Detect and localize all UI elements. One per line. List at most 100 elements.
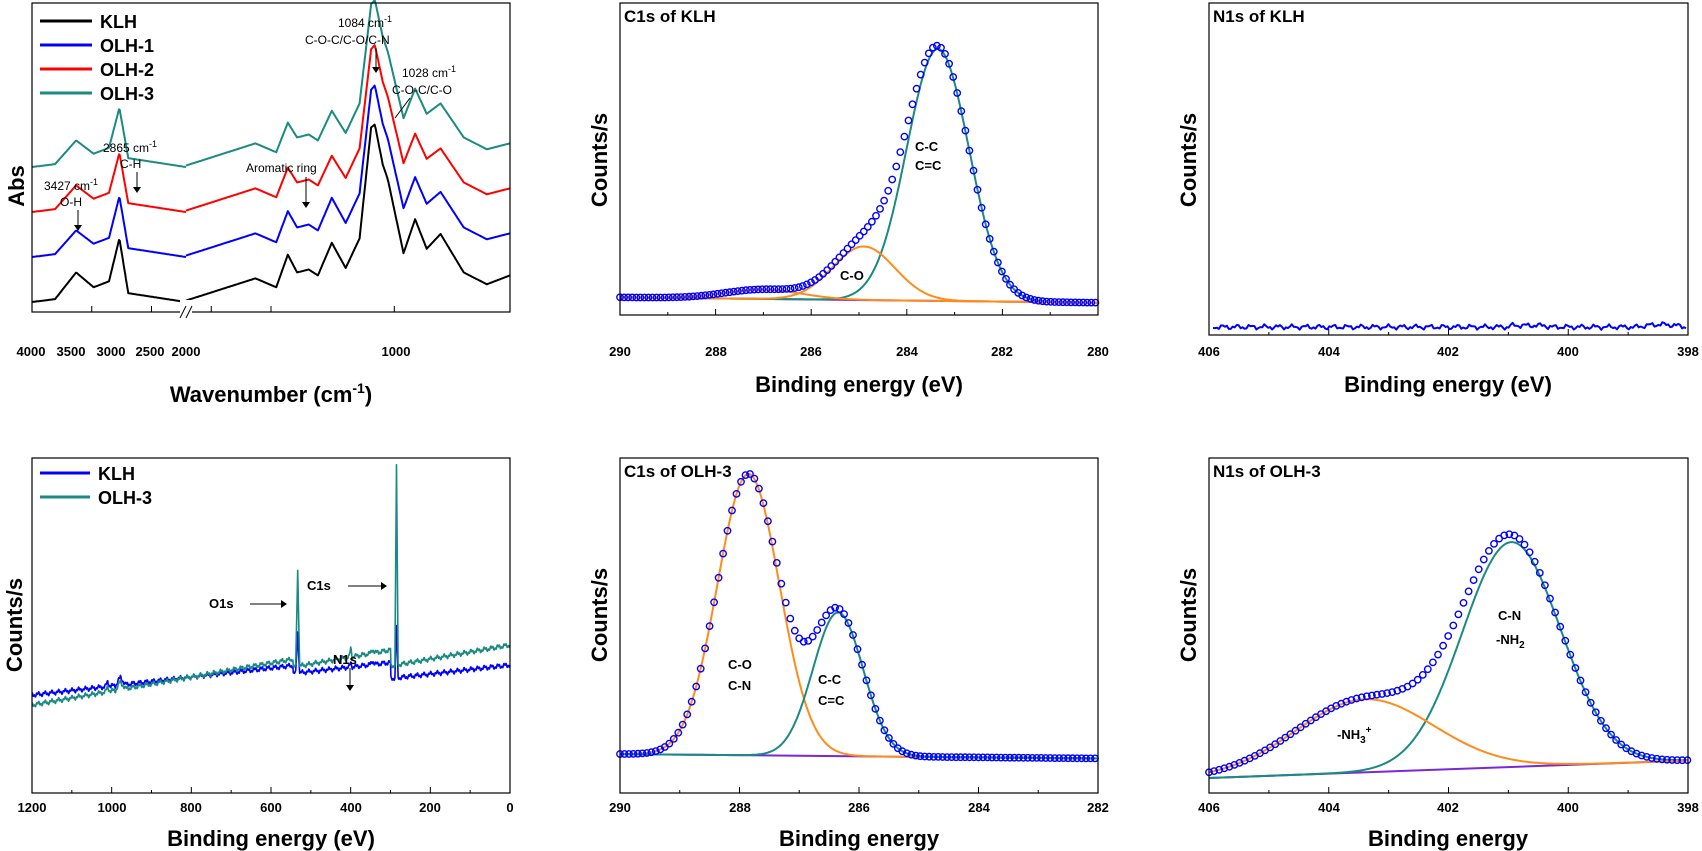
- xps-data-point: [643, 749, 651, 757]
- xps-data-point: [772, 559, 781, 567]
- xps-data-point: [953, 89, 962, 97]
- xps-data-point: [1055, 754, 1064, 762]
- xps-data-point: [636, 293, 645, 302]
- xps-data-point: [822, 611, 830, 620]
- xps-data-point: [920, 752, 929, 761]
- xps-data-point: [835, 605, 844, 613]
- xps-data-point: [941, 50, 949, 58]
- c1s-olh3-title: C1s of OLH-3: [624, 462, 732, 481]
- ftir-legend-label-klh: KLH: [100, 12, 137, 32]
- xps-data-point: [1617, 740, 1626, 749]
- xps-data-point: [768, 537, 777, 546]
- xps-data-point: [1067, 298, 1075, 307]
- xps-data-point: [924, 49, 933, 58]
- n1s-klh-frame: [1208, 2, 1689, 336]
- xps-data-point: [803, 280, 811, 289]
- xps-data-point: [1607, 730, 1616, 739]
- c1s-klh-x-tick-290: 290: [609, 344, 631, 359]
- survey-frame: [31, 457, 511, 794]
- xps-data-point: [1022, 293, 1031, 302]
- xps-data-point: [693, 292, 702, 300]
- xps-data-point: [750, 285, 758, 294]
- xps-data-point: [896, 148, 905, 157]
- xps-data-point: [1642, 753, 1651, 761]
- xps-data-point: [687, 697, 696, 706]
- xps-data-point: [778, 285, 787, 293]
- xps-data-point: [1500, 531, 1509, 540]
- c1s-klh-y-label: Counts/s: [587, 113, 612, 207]
- xps-data-point: [766, 285, 775, 294]
- xps-data-point: [1454, 610, 1463, 619]
- xps-data-point: [1002, 274, 1010, 283]
- xps-data-point: [1006, 280, 1014, 289]
- ftir-x-tick-4000: 4000: [17, 344, 46, 359]
- survey-legend-label-olh3: OLH-3: [98, 488, 152, 508]
- ftir-x-ticks: [31, 306, 395, 312]
- ftir-legend-label-olh1: OLH-1: [100, 36, 154, 56]
- c1s-olh3-peak-label-cc: C-C: [818, 672, 842, 687]
- xps-data-point: [1602, 724, 1610, 733]
- xps-data-point: [916, 70, 925, 79]
- xps-data-point: [1032, 754, 1041, 762]
- n1s-klh-title: N1s of KLH: [1213, 7, 1305, 26]
- xps-data-point: [1368, 691, 1376, 700]
- xps-data-point: [839, 249, 848, 257]
- xps-component-c1s-olh3-0: [620, 473, 1098, 760]
- c1s-klh-peak-label-cc: C-C: [915, 139, 939, 154]
- xps-data-point: [697, 291, 706, 300]
- xps-data-point: [1362, 692, 1371, 701]
- xps-data-point: [855, 231, 864, 240]
- xps-data-point: [1083, 298, 1092, 307]
- xps-data-point: [945, 59, 953, 68]
- xps-data-point: [732, 489, 741, 498]
- xps-data-point: [798, 282, 807, 290]
- xps-data-point: [952, 753, 960, 762]
- xps-data-point: [1418, 671, 1427, 679]
- c1s-klh-x-tick-280: 280: [1087, 344, 1109, 359]
- c1s-klh-x-tick-282: 282: [991, 344, 1013, 359]
- ftir-annotation-1084-sub: C-O-C/C-O/C-N: [305, 33, 390, 47]
- c1s-klh-x-label: Binding energy (eV): [755, 372, 963, 397]
- ftir-annotation-2865-sub: C-H: [120, 157, 141, 171]
- xps-data-point: [1444, 632, 1453, 640]
- ftir-axis-break-mask: [180, 300, 192, 324]
- xps-data-point: [1571, 664, 1580, 672]
- xps-data-point: [1525, 548, 1534, 557]
- xps-data-point: [831, 257, 840, 266]
- xps-data-point: [651, 747, 660, 755]
- xps-data-point: [770, 285, 779, 294]
- xps-data-point: [933, 41, 941, 50]
- xps-data-point: [1046, 754, 1055, 762]
- c1s-olh3-plot-area: [616, 470, 1099, 763]
- xps-data-point: [1469, 576, 1478, 584]
- survey-x-label: Binding energy (eV): [167, 826, 375, 851]
- xps-data-point: [1663, 755, 1671, 764]
- ftir-x-tick-1000: 1000: [382, 344, 411, 359]
- panel-n1s-olh3: N1s of OLH-3 406 404 402 400 398 Binding…: [1176, 457, 1699, 851]
- ftir-annotation-aromatic: Aromatic ring: [246, 161, 317, 175]
- c1s-olh3-x-ticks: [619, 787, 1099, 793]
- xps-data-point: [1459, 599, 1468, 607]
- xps-data-point: [719, 549, 727, 558]
- xps-data-point: [961, 753, 969, 762]
- xps-data-point: [827, 262, 836, 270]
- xps-data-point: [624, 293, 632, 302]
- xps-data-point: [746, 285, 754, 294]
- c1s-olh3-peak-label-co: C-O: [728, 657, 752, 672]
- xps-data-point: [647, 748, 656, 757]
- n1s-olh3-x-ticks: [1208, 787, 1689, 793]
- c1s-olh3-x-tick-286: 286: [848, 800, 870, 815]
- xps-data-point: [859, 227, 868, 236]
- c1s-klh-peak-label-ceqc: C=C: [915, 158, 942, 173]
- ftir-legend-label-olh2: OLH-2: [100, 60, 154, 80]
- ftir-arrow-1028: [394, 97, 411, 119]
- xps-data-point: [1647, 754, 1656, 762]
- survey-x-tick-0: 0: [506, 800, 513, 815]
- xps-data-point: [904, 116, 913, 125]
- ftir-series-olh-3-right: [185, 0, 511, 167]
- xps-data-point: [764, 517, 772, 526]
- n1s-klh-x-tick-406: 406: [1198, 344, 1220, 359]
- ftir-annotation-1028-sub: C-O-C/C-O: [392, 83, 452, 97]
- xps-data-point: [1383, 689, 1392, 697]
- xps-data-point: [746, 470, 754, 478]
